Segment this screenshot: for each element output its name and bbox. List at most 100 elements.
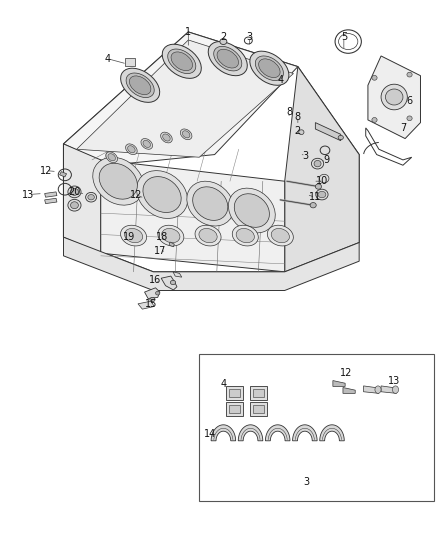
Text: 15: 15 xyxy=(145,299,157,309)
Polygon shape xyxy=(101,160,285,272)
Text: 19: 19 xyxy=(123,232,135,242)
Ellipse shape xyxy=(319,174,329,183)
Ellipse shape xyxy=(120,68,160,102)
Bar xyxy=(253,405,264,413)
Text: 13: 13 xyxy=(388,376,400,386)
Ellipse shape xyxy=(372,75,377,80)
Ellipse shape xyxy=(162,229,180,243)
Bar xyxy=(250,386,267,400)
Polygon shape xyxy=(45,192,57,197)
Ellipse shape xyxy=(168,49,196,74)
Polygon shape xyxy=(285,67,359,272)
Ellipse shape xyxy=(271,229,290,243)
Bar xyxy=(250,402,267,416)
Ellipse shape xyxy=(162,134,170,141)
Ellipse shape xyxy=(126,144,137,155)
Polygon shape xyxy=(368,56,420,139)
Ellipse shape xyxy=(129,76,151,95)
Ellipse shape xyxy=(314,160,321,167)
Ellipse shape xyxy=(236,229,254,243)
Ellipse shape xyxy=(155,291,160,295)
Ellipse shape xyxy=(68,186,81,198)
Ellipse shape xyxy=(220,38,227,45)
Polygon shape xyxy=(64,32,359,272)
Bar xyxy=(229,389,240,397)
Ellipse shape xyxy=(143,176,181,213)
Ellipse shape xyxy=(141,139,152,149)
Ellipse shape xyxy=(250,51,289,85)
Text: 17: 17 xyxy=(154,246,166,255)
Polygon shape xyxy=(64,237,359,290)
Ellipse shape xyxy=(93,157,144,205)
Ellipse shape xyxy=(208,42,247,76)
Polygon shape xyxy=(60,172,67,177)
Ellipse shape xyxy=(214,46,242,71)
Ellipse shape xyxy=(315,184,321,189)
Ellipse shape xyxy=(170,280,176,285)
Ellipse shape xyxy=(385,89,403,105)
Text: 12: 12 xyxy=(40,166,52,175)
Polygon shape xyxy=(381,386,396,393)
Text: 12: 12 xyxy=(130,190,142,199)
Text: 4: 4 xyxy=(277,75,283,85)
Text: 8: 8 xyxy=(295,112,301,122)
Text: 11: 11 xyxy=(309,192,321,202)
Bar xyxy=(226,386,243,400)
Polygon shape xyxy=(320,425,344,441)
Polygon shape xyxy=(211,425,236,441)
Text: 2: 2 xyxy=(220,33,226,42)
Polygon shape xyxy=(173,272,182,277)
Ellipse shape xyxy=(372,118,377,123)
Text: 16: 16 xyxy=(149,275,162,285)
Ellipse shape xyxy=(106,152,117,163)
Ellipse shape xyxy=(143,140,151,148)
Ellipse shape xyxy=(120,225,147,246)
Ellipse shape xyxy=(381,84,407,110)
Ellipse shape xyxy=(199,229,217,243)
Text: 20: 20 xyxy=(68,187,81,197)
Ellipse shape xyxy=(126,73,154,98)
Polygon shape xyxy=(138,301,154,309)
Bar xyxy=(253,389,264,397)
Polygon shape xyxy=(64,144,101,253)
Bar xyxy=(226,402,243,416)
Ellipse shape xyxy=(255,56,283,80)
Ellipse shape xyxy=(299,130,304,135)
Ellipse shape xyxy=(161,132,172,143)
Text: 6: 6 xyxy=(406,96,413,106)
Ellipse shape xyxy=(232,225,258,246)
Polygon shape xyxy=(238,425,263,441)
Bar xyxy=(125,58,135,66)
Bar xyxy=(199,354,434,501)
Text: 18: 18 xyxy=(156,232,168,242)
Polygon shape xyxy=(293,425,317,441)
Ellipse shape xyxy=(158,225,184,246)
Ellipse shape xyxy=(124,229,143,243)
Ellipse shape xyxy=(311,158,324,169)
Ellipse shape xyxy=(392,386,399,393)
Polygon shape xyxy=(161,276,177,290)
Ellipse shape xyxy=(71,189,78,195)
Text: 4: 4 xyxy=(220,379,226,389)
Text: 10: 10 xyxy=(316,176,328,186)
Text: 1: 1 xyxy=(185,27,191,37)
Ellipse shape xyxy=(180,129,192,140)
Ellipse shape xyxy=(150,297,155,302)
Text: 12: 12 xyxy=(340,368,352,378)
Ellipse shape xyxy=(68,199,81,211)
Polygon shape xyxy=(265,425,290,441)
Polygon shape xyxy=(145,288,160,298)
Ellipse shape xyxy=(316,189,328,200)
Ellipse shape xyxy=(310,203,316,208)
Polygon shape xyxy=(343,387,355,393)
Text: 13: 13 xyxy=(22,190,35,199)
Polygon shape xyxy=(364,386,379,393)
Ellipse shape xyxy=(171,52,193,71)
Ellipse shape xyxy=(267,225,293,246)
Polygon shape xyxy=(315,123,341,141)
Text: 3: 3 xyxy=(304,478,310,487)
Ellipse shape xyxy=(162,44,201,78)
Polygon shape xyxy=(169,242,174,247)
Polygon shape xyxy=(333,381,345,386)
Text: 3: 3 xyxy=(247,33,253,42)
